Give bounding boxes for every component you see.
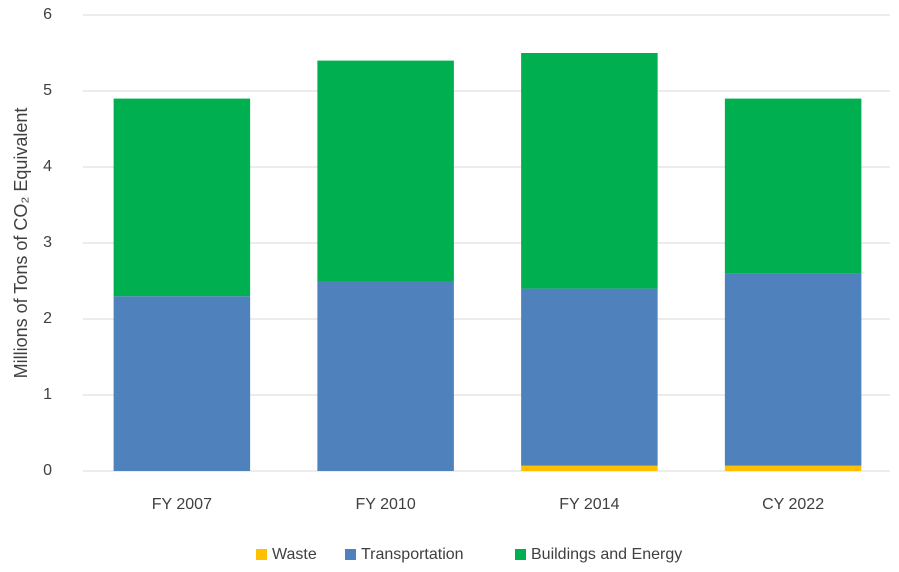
x-tick-label: FY 2010 bbox=[356, 496, 416, 513]
bar-segment bbox=[521, 288, 658, 466]
y-tick-label: 4 bbox=[43, 158, 52, 175]
bar-segment bbox=[724, 98, 862, 274]
bar-segment bbox=[724, 465, 862, 471]
y-tick-label: 6 bbox=[43, 6, 52, 23]
bar-segment bbox=[317, 281, 454, 471]
y-axis-label: Millions of Tons of CO₂ Equivalent bbox=[11, 108, 31, 379]
bar-segment bbox=[521, 53, 658, 289]
bar-segment bbox=[521, 465, 658, 471]
legend-label: Transportation bbox=[361, 546, 464, 563]
legend-swatch bbox=[515, 549, 526, 560]
legend-label: Waste bbox=[272, 546, 317, 563]
bar-segment bbox=[317, 60, 454, 281]
y-tick-label: 0 bbox=[43, 462, 52, 479]
x-tick-label: FY 2014 bbox=[559, 496, 619, 513]
y-tick-label: 1 bbox=[43, 386, 52, 403]
legend-swatch bbox=[256, 549, 267, 560]
y-tick-label: 3 bbox=[43, 234, 52, 251]
bar-segment bbox=[724, 273, 862, 466]
x-tick-label: FY 2007 bbox=[152, 496, 212, 513]
bar-segment bbox=[113, 98, 251, 297]
legend-swatch bbox=[345, 549, 356, 560]
legend-label: Buildings and Energy bbox=[531, 546, 682, 563]
y-tick-label: 2 bbox=[43, 310, 52, 327]
x-tick-label: CY 2022 bbox=[762, 496, 824, 513]
bar-segment bbox=[113, 296, 251, 471]
y-tick-label: 5 bbox=[43, 82, 52, 99]
